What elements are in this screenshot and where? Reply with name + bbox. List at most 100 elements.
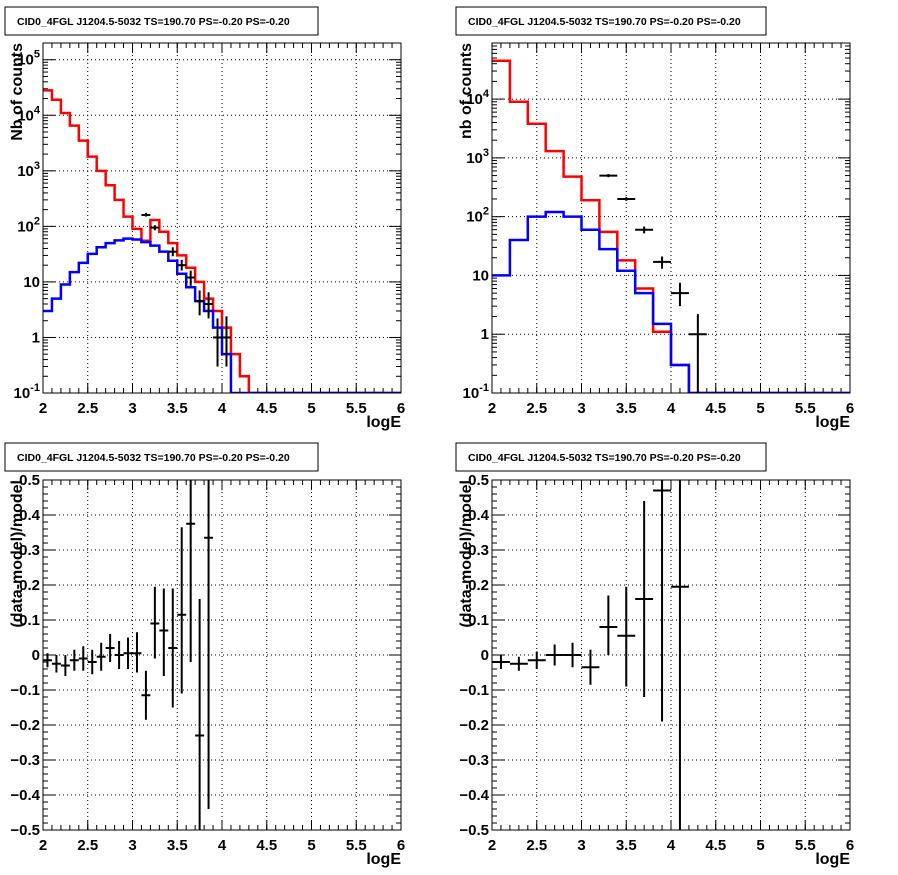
data-point: [213, 318, 222, 367]
x-tick-label: 3.5: [167, 837, 188, 854]
data-point: [69, 649, 79, 671]
y-tick-label: 104: [466, 88, 490, 108]
x-tick-label: 2: [39, 400, 47, 417]
y-axis-label: (data-model)/model: [458, 480, 475, 628]
x-tick-label: 2.5: [526, 400, 547, 417]
data-point: [617, 197, 636, 201]
data-point: [509, 656, 528, 671]
y-tick-label: 1: [481, 326, 489, 343]
data-point: [581, 649, 600, 685]
y-tick-label: 0: [481, 647, 489, 664]
y-tick-label: 10-1: [463, 382, 489, 402]
data-point: [159, 588, 169, 676]
x-tick-label: 3: [577, 400, 585, 417]
title-box: [4, 442, 319, 472]
data-point: [114, 641, 124, 669]
title-box: [455, 6, 767, 36]
data-point: [168, 588, 178, 708]
data-point: [132, 632, 142, 673]
y-tick-label: 0.2: [19, 577, 40, 594]
x-tick-label: 4.5: [256, 837, 277, 854]
x-tick-label: 5.5: [346, 837, 367, 854]
x-tick-label: 4: [667, 837, 676, 854]
data-point: [222, 316, 231, 367]
data-point: [204, 480, 214, 809]
data-point: [123, 637, 133, 669]
x-tick-label: 3: [128, 400, 136, 417]
data-point: [545, 644, 564, 666]
y-tick-label: 0.3: [468, 542, 489, 559]
data-point: [105, 634, 115, 662]
x-tick-label: 5: [756, 400, 764, 417]
x-tick-label: 3.5: [167, 400, 188, 417]
chart-panel-2: 2 2.5 3 3.5 4 4.5 5 5.5 6 10-1 1 10 102 103 104 logE nb …: [455, 6, 854, 431]
plot-area: [492, 59, 850, 393]
y-tick-label: 10-1: [14, 382, 40, 402]
data-point: [60, 655, 70, 676]
source-model-histogram: [43, 237, 401, 393]
y-tick-label: 0.2: [468, 577, 489, 594]
data-point: [563, 642, 582, 668]
total-model-histogram: [43, 89, 401, 393]
y-tick-label: 0.4: [468, 507, 490, 524]
data-point: [599, 595, 618, 655]
y-tick-label: −0.1: [459, 682, 489, 699]
y-tick-label: 0.4: [19, 507, 41, 524]
data-point: [204, 292, 214, 319]
x-tick-label: 2: [488, 400, 496, 417]
data-point: [195, 599, 205, 830]
data-point: [96, 642, 106, 671]
y-tick-label: 102: [466, 206, 489, 226]
x-tick-label: 6: [397, 400, 405, 417]
x-tick-label: 6: [397, 837, 405, 854]
x-tick-label: 4: [667, 400, 676, 417]
y-tick-label: 0: [32, 647, 40, 664]
data-point: [653, 256, 671, 269]
x-tick-label: 5.5: [795, 400, 816, 417]
data-point: [617, 586, 636, 687]
x-axis-label: logE: [815, 414, 850, 431]
data-point: [168, 247, 178, 257]
x-tick-label: 3: [577, 837, 585, 854]
y-axis-label: nb of counts: [458, 43, 475, 139]
y-tick-label: 0.3: [19, 542, 40, 559]
x-tick-label: 4.5: [705, 837, 726, 854]
data-point: [186, 480, 196, 662]
x-tick-label: 6: [846, 837, 854, 854]
title-box: [4, 6, 319, 36]
chart-panel-4: 2 2.5 3 3.5 4 4.5 5 5.5 6 −0.5 −0.4 −0.3 −0.2 −0.1 0 0.…: [455, 442, 854, 868]
y-tick-label: 103: [17, 160, 40, 180]
data-point: [653, 480, 671, 722]
y-tick-label: −0.2: [10, 717, 40, 734]
chart-panel-3: 2 2.5 3 3.5 4 4.5 5 5.5 6 −0.5 −0.4 −0.3 −0.2 −0.1 0 0.…: [4, 442, 405, 868]
y-tick-label: −0.5: [10, 822, 40, 839]
chart-title: CID0_4FGL J1204.5-5032 TS=190.70 PS=-0.2…: [17, 16, 290, 28]
y-tick-label: −0.4: [10, 787, 40, 804]
data-point: [43, 653, 52, 668]
x-tick-label: 3: [128, 837, 136, 854]
y-tick-label: 1: [32, 329, 40, 346]
y-tick-label: 105: [17, 49, 40, 69]
data-point: [527, 651, 546, 669]
x-tick-label: 5: [307, 400, 315, 417]
x-tick-label: 5: [756, 837, 764, 854]
x-tick-label: 6: [846, 400, 854, 417]
data-point: [150, 586, 160, 659]
chart-title: CID0_4FGL J1204.5-5032 TS=190.70 PS=-0.2…: [17, 452, 290, 464]
y-tick-label: 0.5: [468, 472, 489, 489]
x-tick-label: 2: [488, 837, 496, 854]
x-tick-label: 3.5: [616, 837, 637, 854]
y-tick-label: 0.5: [19, 472, 40, 489]
chart-panel-1: 2 2.5 3 3.5 4 4.5 5 5.5 6 10-1 1 10 102 103 104 105 logE…: [4, 6, 405, 431]
data-point: [150, 225, 160, 231]
data-point: [186, 270, 196, 286]
y-tick-label: 102: [17, 215, 40, 235]
y-tick-label: 10: [472, 267, 489, 284]
y-tick-label: 103: [466, 147, 489, 167]
y-tick-label: 10: [23, 274, 40, 291]
title-box: [455, 442, 767, 472]
data-point: [87, 649, 97, 675]
x-axis-label: logE: [815, 851, 850, 868]
data-point: [671, 480, 689, 830]
x-tick-label: 5.5: [795, 837, 816, 854]
